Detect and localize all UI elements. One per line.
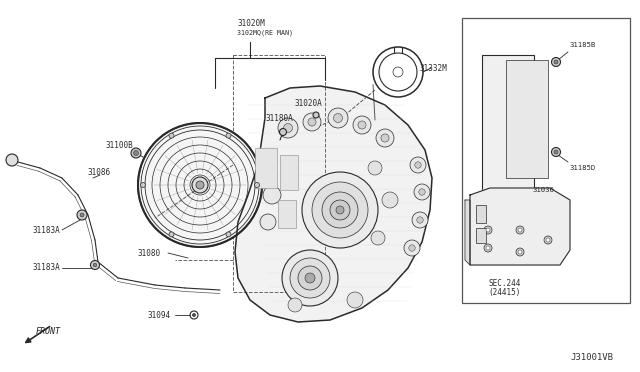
Circle shape <box>486 246 490 250</box>
Circle shape <box>138 123 262 247</box>
Circle shape <box>302 172 378 248</box>
Circle shape <box>226 133 231 138</box>
Bar <box>255 148 277 188</box>
Text: 31185B: 31185B <box>570 42 596 48</box>
Circle shape <box>347 292 363 308</box>
Circle shape <box>371 231 385 245</box>
Bar <box>506 60 548 178</box>
Circle shape <box>263 186 281 204</box>
Circle shape <box>298 266 322 290</box>
Circle shape <box>518 250 522 254</box>
Circle shape <box>6 154 18 166</box>
Polygon shape <box>235 86 432 322</box>
Circle shape <box>552 148 561 157</box>
Text: J31001VB: J31001VB <box>570 353 613 362</box>
Circle shape <box>518 228 522 232</box>
Polygon shape <box>470 188 570 265</box>
Circle shape <box>544 236 552 244</box>
Text: 31185D: 31185D <box>570 165 596 171</box>
Bar <box>278 200 296 228</box>
Circle shape <box>409 245 415 251</box>
Circle shape <box>255 183 259 187</box>
Circle shape <box>288 298 302 312</box>
Circle shape <box>226 232 231 237</box>
Circle shape <box>290 258 330 298</box>
Text: FRONT: FRONT <box>36 327 61 337</box>
Circle shape <box>80 213 84 217</box>
Circle shape <box>415 162 421 168</box>
Circle shape <box>410 157 426 173</box>
Circle shape <box>328 108 348 128</box>
Bar <box>476 228 486 243</box>
Circle shape <box>484 226 492 234</box>
Circle shape <box>93 263 97 267</box>
Text: 31080: 31080 <box>138 248 161 257</box>
Circle shape <box>552 58 561 67</box>
Circle shape <box>381 134 389 142</box>
Circle shape <box>376 129 394 147</box>
Circle shape <box>196 181 204 189</box>
Circle shape <box>353 116 371 134</box>
Circle shape <box>419 189 425 195</box>
Circle shape <box>282 250 338 306</box>
Text: 31086: 31086 <box>87 167 110 176</box>
Circle shape <box>134 151 138 155</box>
Circle shape <box>516 248 524 256</box>
Circle shape <box>90 260 99 269</box>
Circle shape <box>554 60 558 64</box>
Circle shape <box>414 184 430 200</box>
Circle shape <box>77 210 87 220</box>
Bar <box>476 205 486 223</box>
Circle shape <box>322 192 358 228</box>
Text: (24415): (24415) <box>489 289 521 298</box>
Text: 31094: 31094 <box>148 311 171 320</box>
Circle shape <box>169 232 174 237</box>
Bar <box>462 18 630 303</box>
Text: 31020A: 31020A <box>295 99 323 108</box>
Circle shape <box>336 206 344 214</box>
Circle shape <box>358 121 366 129</box>
Text: 3102MQ(RE MAN): 3102MQ(RE MAN) <box>237 30 293 36</box>
Text: 31100B: 31100B <box>105 141 132 150</box>
Circle shape <box>192 177 208 193</box>
Circle shape <box>368 161 382 175</box>
Circle shape <box>404 240 420 256</box>
Circle shape <box>278 118 298 138</box>
Polygon shape <box>465 200 470 265</box>
Text: 31180A: 31180A <box>266 113 294 122</box>
Bar <box>482 55 534 190</box>
Text: 31036: 31036 <box>533 187 555 193</box>
Text: 31183A: 31183A <box>32 225 60 234</box>
Circle shape <box>486 228 490 232</box>
Circle shape <box>280 128 287 135</box>
Circle shape <box>412 212 428 228</box>
Text: SEC.244: SEC.244 <box>489 279 521 288</box>
Circle shape <box>260 214 276 230</box>
Text: 31020M: 31020M <box>237 19 265 28</box>
Circle shape <box>484 244 492 252</box>
Bar <box>280 155 298 190</box>
Bar <box>233 55 325 292</box>
Circle shape <box>303 113 321 131</box>
Circle shape <box>312 182 368 238</box>
Circle shape <box>516 226 524 234</box>
Circle shape <box>313 112 319 118</box>
Circle shape <box>141 183 145 187</box>
Circle shape <box>131 148 141 158</box>
Text: 31332M: 31332M <box>420 64 448 73</box>
Circle shape <box>417 217 423 223</box>
Circle shape <box>284 124 292 132</box>
Circle shape <box>546 238 550 242</box>
Text: 31183A: 31183A <box>32 263 60 273</box>
Circle shape <box>193 314 195 317</box>
Circle shape <box>305 273 315 283</box>
Circle shape <box>169 133 174 138</box>
Circle shape <box>330 200 350 220</box>
Circle shape <box>554 150 558 154</box>
Circle shape <box>257 160 273 176</box>
Circle shape <box>382 192 398 208</box>
Circle shape <box>333 113 342 122</box>
Circle shape <box>308 118 316 126</box>
